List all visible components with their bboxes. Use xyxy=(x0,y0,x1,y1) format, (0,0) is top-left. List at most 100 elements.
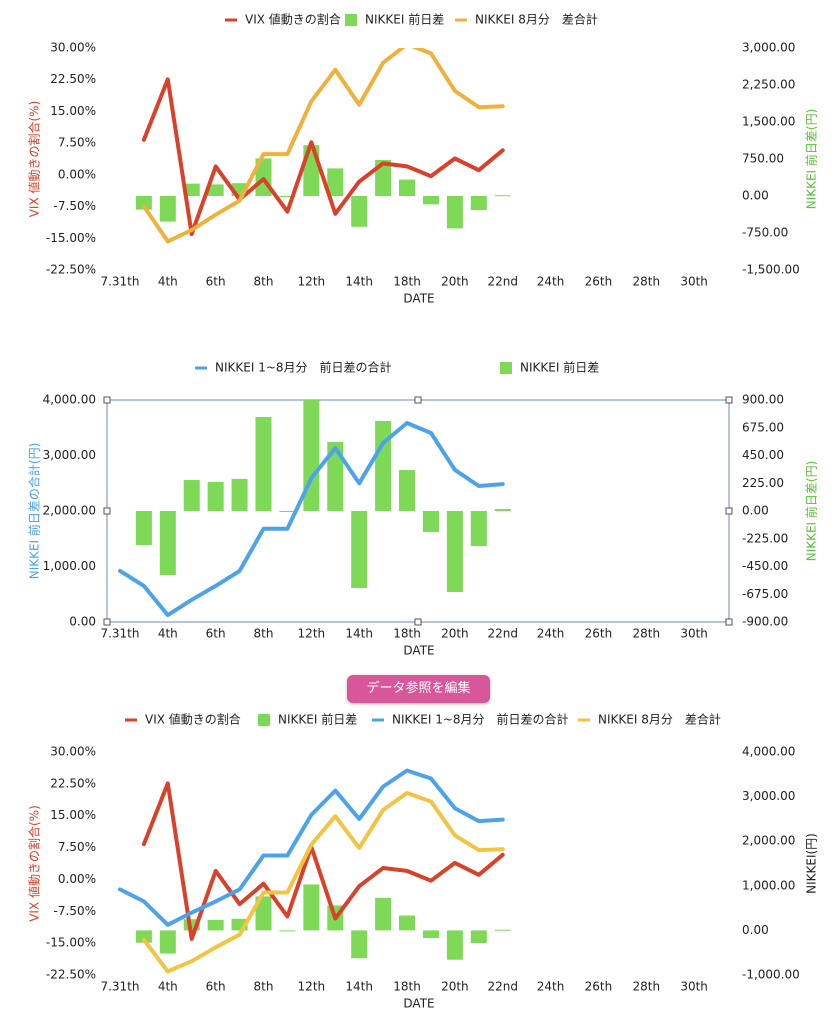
y-tick-label: 7.50% xyxy=(58,136,96,150)
bar xyxy=(159,930,176,954)
x-tick-label: 30th xyxy=(680,275,708,289)
bar xyxy=(351,930,368,959)
y2-tick-label: 3,000.00 xyxy=(742,789,795,803)
y-tick-label: 15.00% xyxy=(50,104,96,118)
legend-swatch xyxy=(258,714,270,726)
y2-tick-label: -900.00 xyxy=(742,615,788,629)
y2-tick-label: 450.00 xyxy=(742,448,784,462)
y2-axis-title: NIKKEI(円) xyxy=(805,833,819,894)
x-tick-label: 30th xyxy=(680,627,708,641)
x-axis-title: DATE xyxy=(403,997,434,1011)
y-axis-title: VIX 値動きの割合(%) xyxy=(27,101,42,218)
y-tick-label: 3,000.00 xyxy=(43,448,96,462)
plot xyxy=(118,400,511,618)
bar xyxy=(399,179,416,196)
y2-tick-label: 2,250.00 xyxy=(742,78,795,92)
legend-label: NIKKEI 前日差 xyxy=(278,712,357,727)
legend-label: NIKKEI 1~8月分 前日差の合計 xyxy=(392,712,569,727)
x-tick-label: 28th xyxy=(632,627,660,641)
x-tick-label: 8th xyxy=(254,627,274,641)
bar xyxy=(207,919,224,931)
plot xyxy=(135,48,511,244)
x-tick-label: 26th xyxy=(585,627,613,641)
bar xyxy=(231,478,248,511)
x-tick-label: 20th xyxy=(441,627,469,641)
y2-tick-label: -1,000.00 xyxy=(742,968,800,982)
legend-swatch xyxy=(500,362,512,374)
bar xyxy=(470,196,487,211)
legend-label: VIX 値動きの割合 xyxy=(245,12,341,27)
legend-label: NIKKEI 8月分 差合計 xyxy=(475,12,598,27)
bar xyxy=(422,511,439,532)
y2-axis-title: NIKKEI 前日差(円) xyxy=(804,109,819,210)
x-tick-label: 20th xyxy=(441,980,469,994)
legend-label: VIX 値動きの割合 xyxy=(145,712,241,727)
y-tick-label: 15.00% xyxy=(50,808,96,822)
y-tick-label: 30.00% xyxy=(50,745,96,759)
bar xyxy=(494,509,511,511)
line xyxy=(141,77,505,237)
y2-tick-label: -675.00 xyxy=(742,587,788,601)
y-tick-label: -7.50% xyxy=(54,199,96,213)
legend-label: NIKKEI 8月分 差合計 xyxy=(598,712,721,727)
bar xyxy=(183,183,200,196)
x-tick-label: 28th xyxy=(632,275,660,289)
y-tick-label: 22.50% xyxy=(50,776,96,790)
y2-tick-label: 750.00 xyxy=(742,152,784,166)
bar xyxy=(470,930,487,944)
bar xyxy=(470,511,487,547)
bar xyxy=(231,918,248,931)
y-tick-label: -22.50% xyxy=(46,263,96,277)
x-tick-label: 24th xyxy=(537,627,565,641)
bar xyxy=(183,919,200,931)
y-tick-label: 22.50% xyxy=(50,72,96,86)
bar xyxy=(135,930,152,943)
x-tick-label: 18th xyxy=(393,275,421,289)
y2-tick-label: 0.00 xyxy=(742,189,769,203)
bar xyxy=(375,159,392,196)
x-tick-label: 12th xyxy=(298,980,326,994)
y2-tick-label: -450.00 xyxy=(742,559,788,573)
y-tick-label: 30.00% xyxy=(50,41,96,55)
y-tick-label: -15.00% xyxy=(46,936,96,950)
y2-tick-label: -1,500.00 xyxy=(742,263,800,277)
y-tick-label: 7.50% xyxy=(58,840,96,854)
x-tick-label: 30th xyxy=(680,980,708,994)
bar xyxy=(183,480,200,511)
x-tick-label: 4th xyxy=(158,275,178,289)
legend-label: NIKKEI 前日差 xyxy=(520,360,599,375)
x-tick-label: 26th xyxy=(585,980,613,994)
y2-tick-label: -225.00 xyxy=(742,531,788,545)
x-tick-label: 26th xyxy=(585,275,613,289)
bar xyxy=(494,195,511,197)
bar xyxy=(279,511,296,512)
bar xyxy=(279,196,296,197)
y2-tick-label: 2,000.00 xyxy=(742,834,795,848)
bar xyxy=(446,196,463,229)
bar xyxy=(327,168,344,196)
bar xyxy=(159,196,176,222)
legend-swatch xyxy=(345,14,357,26)
x-tick-label: 14th xyxy=(345,980,373,994)
legend-label: NIKKEI 前日差 xyxy=(365,12,444,27)
y-tick-label: 0.00% xyxy=(58,167,96,181)
edit-data-button[interactable]: データ参照を編集 xyxy=(347,675,490,703)
y-tick-label: -15.00% xyxy=(46,231,96,245)
selection-handles xyxy=(103,396,733,626)
x-tick-label: 12th xyxy=(298,627,326,641)
y2-tick-label: 900.00 xyxy=(742,393,784,407)
line xyxy=(118,421,505,618)
bar xyxy=(255,896,272,931)
y-tick-label: 4,000.00 xyxy=(43,393,96,407)
y-tick-label: -7.50% xyxy=(54,904,96,918)
bar xyxy=(327,441,344,511)
bar xyxy=(303,884,320,931)
x-axis-title: DATE xyxy=(403,292,434,306)
x-tick-label: 20th xyxy=(441,275,469,289)
x-tick-label: 8th xyxy=(254,980,274,994)
x-tick-label: 18th xyxy=(393,980,421,994)
line xyxy=(118,768,505,927)
x-tick-label: 7.31th xyxy=(100,275,139,289)
